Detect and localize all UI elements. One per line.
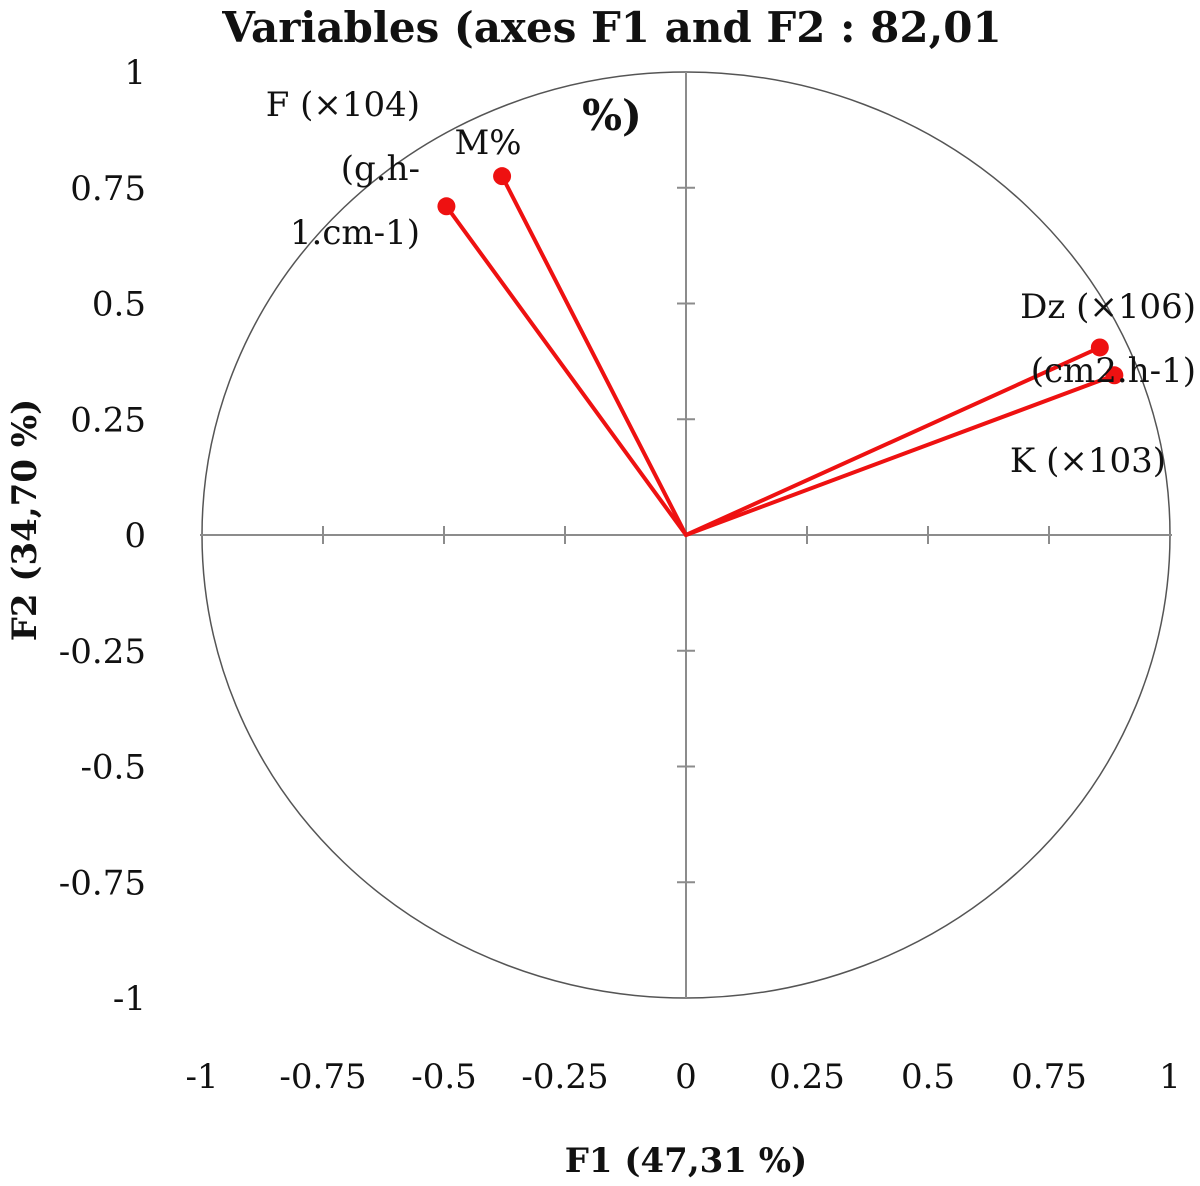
y-tick-label: -0.25 bbox=[59, 632, 146, 672]
x-tick-label: 0.75 bbox=[1011, 1057, 1087, 1097]
y-tick-label: 0 bbox=[124, 516, 146, 556]
y-tick-label: -0.5 bbox=[80, 748, 146, 788]
variable-label: M% bbox=[454, 123, 521, 163]
loading-vector bbox=[500, 174, 688, 537]
chart-title-line2: %) bbox=[582, 91, 642, 140]
x-tick-label: 1 bbox=[1159, 1057, 1181, 1097]
y-tick-label: 0.5 bbox=[92, 285, 146, 325]
y-tick-label: 0.75 bbox=[70, 169, 146, 209]
loading-point bbox=[1105, 366, 1124, 385]
y-axis-title: F2 (34,70 %) bbox=[5, 399, 45, 641]
y-tick-label: 0.25 bbox=[70, 400, 146, 440]
x-tick-label: -1 bbox=[185, 1057, 218, 1097]
variable-label: F (×104) bbox=[266, 85, 420, 125]
x-tick-label: 0.5 bbox=[901, 1057, 955, 1097]
labels-layer: -1 -0.75 -0.5 -0.25 0 0.25 0.5 0.75 1 1 0.75 0.5 0.2… bbox=[59, 53, 1196, 1097]
loading-point bbox=[437, 197, 456, 216]
x-axis-title: F1 (47,31 %) bbox=[565, 1141, 807, 1181]
axes-layer bbox=[200, 71, 1172, 999]
loading-vector bbox=[444, 204, 688, 537]
x-tick-label: -0.75 bbox=[279, 1057, 366, 1097]
y-tick-label: 1 bbox=[124, 53, 146, 93]
x-tick-label: 0.25 bbox=[769, 1057, 845, 1097]
vectors-layer bbox=[437, 167, 1124, 537]
loading-vector bbox=[684, 345, 1102, 537]
y-tick-label: -1 bbox=[113, 979, 146, 1019]
loading-point bbox=[493, 167, 512, 186]
variable-label: (g.h- bbox=[341, 149, 420, 189]
loading-point bbox=[1090, 338, 1109, 357]
variable-label: 1.cm-1) bbox=[290, 213, 420, 253]
loading-vector bbox=[684, 373, 1117, 537]
y-tick-label: -0.75 bbox=[59, 863, 146, 903]
variable-label: K (×103) bbox=[1010, 441, 1166, 481]
x-tick-label: 0 bbox=[675, 1057, 697, 1097]
variable-label: Dz (×106) bbox=[1020, 287, 1196, 327]
x-tick-label: -0.5 bbox=[411, 1057, 477, 1097]
variable-label: (cm2.h-1) bbox=[1031, 351, 1196, 391]
x-tick-label: -0.25 bbox=[521, 1057, 608, 1097]
chart-title-line1: Variables (axes F1 and F2 : 82,01 bbox=[221, 3, 1001, 52]
